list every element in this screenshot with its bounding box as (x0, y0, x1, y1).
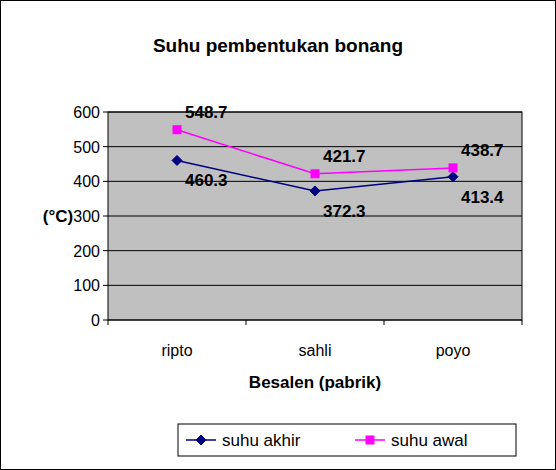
legend-label: suhu akhir (222, 431, 301, 450)
legend-marker (196, 435, 206, 445)
y-tick (103, 250, 108, 251)
y-tick (103, 112, 108, 113)
title: Suhu pembentukan bonang (153, 35, 403, 56)
data-point (448, 172, 458, 182)
grid-line (108, 216, 522, 217)
data-point (172, 155, 182, 165)
data-label: 438.7 (461, 141, 504, 160)
y-tick-label: 0 (91, 312, 100, 329)
chart-svg: Suhu pembentukan bonang 0 100 200 300 400 500 6… (0, 0, 556, 470)
y-tick (103, 146, 108, 147)
legend: suhu akhir suhu awal (178, 424, 516, 456)
grid-line (108, 250, 522, 251)
y-axis-label: (°C) (43, 207, 73, 226)
x-axis-label: Besalen (pabrik) (249, 373, 381, 392)
chart-container: Suhu pembentukan bonang 0 100 200 300 400 500 6… (0, 0, 556, 470)
grid-line (108, 181, 522, 182)
data-label: 460.3 (185, 171, 228, 190)
legend-marker (366, 436, 374, 444)
y-tick-label: 500 (73, 139, 100, 156)
y-tick-label: 100 (73, 277, 100, 294)
y-tick (103, 216, 108, 217)
data-point (173, 126, 181, 134)
grid-line (108, 285, 522, 286)
y-tick (103, 181, 108, 182)
data-label: 548.7 (185, 103, 228, 122)
x-tick (522, 320, 523, 325)
legend-box (178, 424, 516, 456)
data-point (311, 170, 319, 178)
x-tick-label: sahli (299, 342, 332, 359)
x-tick-label: ripto (161, 342, 192, 359)
y-tick (103, 320, 108, 321)
plot-area (108, 112, 522, 320)
plot-frame (108, 112, 522, 320)
y-tick-label: 600 (73, 104, 100, 121)
chart-border (1, 1, 556, 470)
data-point (310, 186, 320, 196)
x-tick (108, 320, 109, 325)
grid-line (108, 146, 522, 147)
data-label: 421.7 (323, 147, 366, 166)
y-tick-label: 400 (73, 173, 100, 190)
plot-marks (172, 126, 458, 196)
legend-label: suhu awal (391, 431, 468, 450)
series-line (177, 130, 453, 174)
x-tick (384, 320, 385, 325)
y-tick-label: 200 (73, 243, 100, 260)
data-point (449, 164, 457, 172)
data-label: 413.4 (461, 188, 504, 207)
data-labels: 460.3 372.3 413.4 548.7 421.7 438.7 (185, 103, 504, 221)
data-label: 372.3 (323, 202, 366, 221)
y-tick (103, 285, 108, 286)
y-tick-label: 300 (73, 208, 100, 225)
x-tick (246, 320, 247, 325)
x-tick-label: poyo (436, 342, 471, 359)
